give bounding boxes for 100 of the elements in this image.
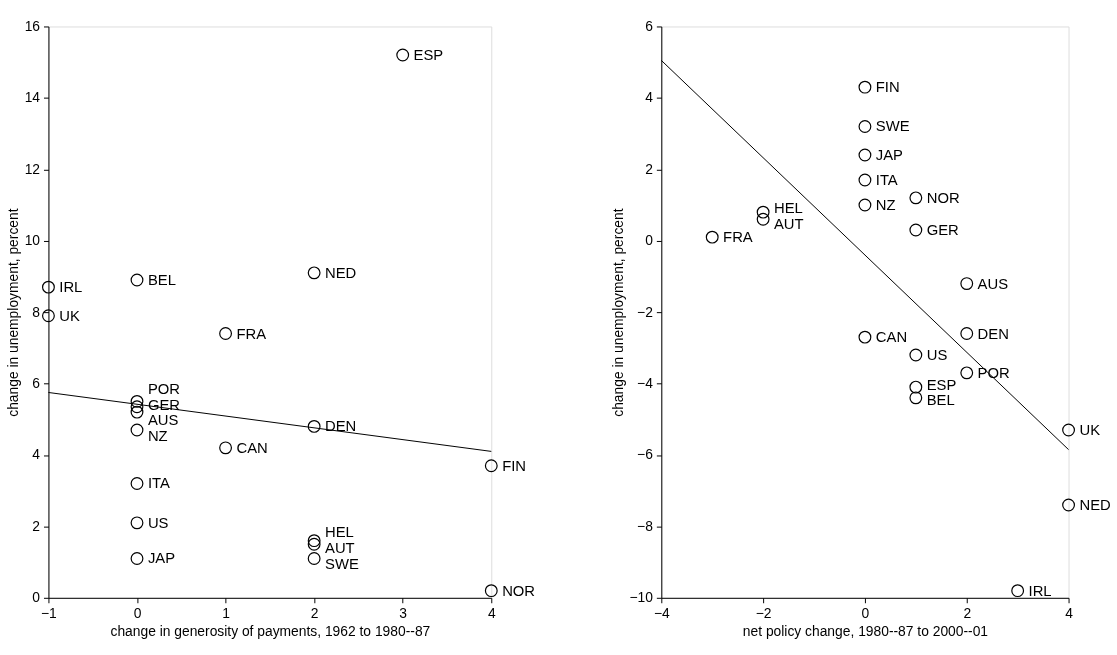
- annotation: NZ: [147, 428, 168, 445]
- annotation: AUT: [773, 215, 804, 232]
- point: [858, 330, 872, 344]
- annotation: FIN: [875, 79, 900, 96]
- annotation: BEL: [147, 271, 176, 288]
- point: [130, 552, 144, 565]
- point: [858, 148, 872, 162]
- annotation: UK: [1079, 421, 1101, 438]
- annotation: JAP: [147, 550, 176, 567]
- x-tick-label: −2: [755, 605, 772, 622]
- annotation: POR: [147, 380, 181, 397]
- x-tick-label: 0: [861, 605, 870, 622]
- x-tick-label: 3: [399, 605, 408, 622]
- annotation: IRL: [1028, 582, 1052, 599]
- x-tick-label: 4: [487, 605, 496, 622]
- point: [858, 80, 872, 94]
- annotation: NED: [1079, 496, 1111, 513]
- y-tick-label: 6: [32, 375, 41, 392]
- annotation: US: [926, 346, 948, 363]
- point: [960, 366, 974, 380]
- y-tick-label: 2: [645, 160, 653, 177]
- point: [484, 459, 498, 473]
- y-tick-label: 0: [32, 589, 41, 606]
- point: [396, 48, 410, 62]
- annotation: ESP: [413, 46, 444, 63]
- annotation: US: [147, 514, 169, 531]
- x-tick-label: 2: [963, 605, 972, 622]
- point: [307, 266, 321, 280]
- x-tick-label: 1: [222, 605, 231, 622]
- annotation: CAN: [875, 329, 908, 346]
- y-tick-label: 14: [24, 89, 41, 106]
- point: [130, 405, 144, 419]
- point: [219, 327, 233, 340]
- point: [1062, 498, 1076, 512]
- x-tick-label: −1: [41, 605, 58, 622]
- y-tick-label: −8: [637, 517, 654, 534]
- point: [858, 198, 872, 212]
- y-axis-title: change in unemployment, percent: [4, 208, 21, 417]
- point: [307, 552, 321, 565]
- y-tick-label: −6: [637, 446, 654, 463]
- annotation: NOR: [502, 582, 536, 599]
- y-tick-label: −2: [637, 303, 653, 320]
- annotation: BEL: [926, 392, 955, 409]
- y-tick-label: −4: [637, 375, 654, 392]
- point: [960, 277, 974, 291]
- point: [705, 230, 719, 244]
- y-tick-label: 10: [24, 232, 41, 249]
- annotation: ESP: [926, 376, 957, 393]
- y-tick-label: 16: [24, 17, 41, 34]
- point: [41, 280, 55, 294]
- x-tick-label: 4: [1065, 605, 1074, 622]
- point: [909, 391, 923, 405]
- annotation: AUS: [147, 412, 179, 429]
- x-tick-label: 0: [133, 605, 142, 622]
- annotation: DEN: [977, 325, 1009, 342]
- annotation: FIN: [502, 457, 527, 474]
- point: [484, 584, 498, 598]
- y-tick-label: 6: [645, 17, 654, 34]
- annotation: NZ: [875, 196, 896, 213]
- annotation: JAP: [875, 146, 904, 163]
- annotation: ITA: [875, 171, 898, 188]
- point: [909, 380, 923, 394]
- point: [909, 191, 923, 205]
- point: [41, 309, 55, 323]
- y-axis-title: change in unemployment, percent: [609, 208, 626, 417]
- y-tick-label: 4: [645, 89, 654, 106]
- point: [130, 477, 144, 490]
- annotation: UK: [59, 307, 81, 324]
- y-tick-label: −10: [629, 589, 654, 606]
- y-tick-label: 4: [32, 446, 41, 463]
- point: [130, 400, 144, 414]
- annotation: NOR: [926, 189, 960, 206]
- annotation: IRL: [59, 279, 83, 296]
- y-tick-label: 8: [32, 303, 41, 320]
- point: [858, 120, 872, 133]
- point: [756, 212, 770, 226]
- x-axis-title: net policy change, 1980--87 to 2000--01: [742, 622, 989, 639]
- point: [130, 273, 144, 287]
- x-axis-title: change in generosity of payments, 1962 to 1980--87: [110, 622, 431, 639]
- point: [1011, 584, 1025, 598]
- point: [130, 394, 144, 408]
- point: [960, 327, 974, 340]
- annotation: HEL: [773, 199, 803, 216]
- y-tick-label: 2: [32, 517, 41, 534]
- annotation: FRA: [723, 229, 753, 246]
- point: [756, 205, 770, 219]
- point: [130, 516, 144, 530]
- point: [307, 419, 321, 433]
- annotation: SWE: [875, 118, 910, 135]
- annotation: SWE: [325, 555, 359, 572]
- annotation: DEN: [325, 418, 357, 435]
- point: [909, 348, 923, 362]
- annotation: AUS: [977, 275, 1009, 292]
- y-tick-label: 0: [645, 232, 654, 249]
- point: [858, 173, 872, 187]
- point: [130, 423, 144, 437]
- annotation: HEL: [325, 523, 354, 540]
- annotation: AUT: [325, 539, 355, 556]
- annotation: POR: [977, 364, 1011, 381]
- point: [1062, 423, 1076, 437]
